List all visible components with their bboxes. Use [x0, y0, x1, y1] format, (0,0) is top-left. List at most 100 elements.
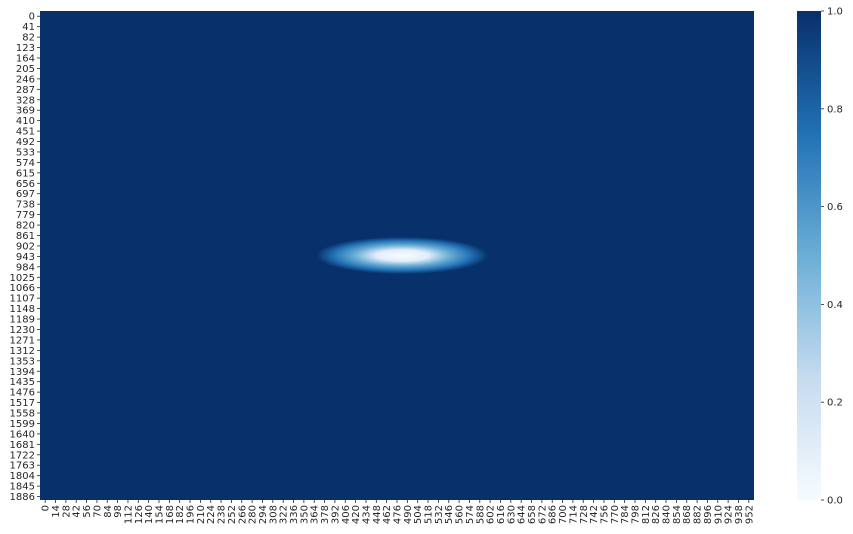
heatmap-dip [316, 236, 489, 275]
x-tick-label: 896 [703, 505, 714, 524]
y-tick-label: 779 [16, 210, 35, 221]
x-tick-label: 518 [424, 505, 435, 524]
x-tick-label: 322 [279, 505, 290, 524]
y-tick-label: 82 [22, 33, 35, 44]
colorbar: 0.0 0.2 0.4 0.6 0.8 1.0 [797, 7, 843, 507]
x-tick-label: 644 [517, 505, 528, 524]
x-tick-label: 126 [134, 505, 145, 524]
x-tick-label: 532 [434, 505, 445, 524]
x-tick-label: 490 [403, 505, 414, 524]
y-tick-label: 574 [16, 158, 35, 169]
x-tick-label: 910 [713, 505, 724, 524]
x-tick-label: 546 [444, 505, 455, 524]
y-tick-label: 1189 [10, 315, 35, 326]
x-tick-label: 420 [351, 505, 362, 524]
y-tick-label: 1599 [10, 419, 35, 430]
y-tick-label: 1025 [10, 273, 35, 284]
y-tick-label: 861 [16, 231, 35, 242]
y-tick-label: 1640 [10, 429, 35, 440]
x-tick-label: 168 [165, 505, 176, 524]
y-axis: 0418212316420524628732836941045149253357… [10, 12, 40, 503]
y-tick-label: 1886 [10, 492, 35, 503]
x-tick-label: 854 [672, 505, 683, 524]
colorbar-tick-label: 0.0 [827, 496, 843, 507]
y-tick-label: 656 [16, 179, 35, 190]
x-tick-label: 140 [144, 505, 155, 524]
x-tick-label: 784 [620, 505, 631, 524]
x-tick-label: 448 [372, 505, 383, 524]
y-tick-label: 1271 [10, 335, 35, 346]
x-tick-label: 280 [248, 505, 259, 524]
x-tick-label: 882 [693, 505, 704, 524]
y-tick-label: 1312 [10, 346, 35, 357]
colorbar-gradient [797, 11, 821, 500]
x-tick-label: 182 [175, 505, 186, 524]
x-tick-label: 924 [724, 505, 735, 524]
x-tick-label: 630 [506, 505, 517, 524]
y-tick-label: 1517 [10, 398, 35, 409]
y-tick-label: 123 [16, 43, 35, 54]
y-tick-label: 1558 [10, 409, 35, 420]
y-tick-label: 1681 [10, 440, 35, 451]
y-tick-label: 1476 [10, 388, 35, 399]
y-tick-label: 738 [16, 200, 35, 211]
x-tick-label: 700 [558, 505, 569, 524]
x-tick-label: 826 [651, 505, 662, 524]
x-tick-label: 434 [361, 505, 372, 524]
x-tick-label: 336 [289, 505, 300, 524]
x-tick-label: 952 [744, 505, 755, 524]
y-tick-label: 1107 [10, 294, 35, 305]
y-tick-label: 410 [16, 116, 35, 127]
x-tick-label: 616 [496, 505, 507, 524]
x-tick-label: 812 [641, 505, 652, 524]
x-tick-label: 938 [734, 505, 745, 524]
y-tick-label: 1230 [10, 325, 35, 336]
x-tick-label: 742 [589, 505, 600, 524]
x-tick-label: 770 [610, 505, 621, 524]
x-tick-label: 28 [61, 505, 72, 518]
y-tick-label: 1435 [10, 377, 35, 388]
colorbar-tick-label: 1.0 [827, 7, 843, 18]
x-tick-label: 252 [227, 505, 238, 524]
x-tick-label: 14 [51, 505, 62, 518]
y-tick-label: 246 [16, 74, 35, 85]
x-tick-label: 476 [393, 505, 404, 524]
y-tick-label: 1763 [10, 461, 35, 472]
x-tick-label: 756 [599, 505, 610, 524]
y-tick-label: 1148 [10, 304, 35, 315]
y-tick-label: 984 [16, 262, 35, 273]
y-tick-label: 164 [16, 53, 35, 64]
x-tick-label: 308 [268, 505, 279, 524]
x-tick-label: 504 [413, 505, 424, 524]
x-axis: 0 14 28 42 56 70 84 98 112 126 140 154 168 182 196 210 2… [41, 500, 755, 524]
x-tick-label: 56 [82, 505, 93, 518]
x-tick-label: 392 [330, 505, 341, 524]
x-tick-label: 42 [72, 505, 83, 518]
x-tick-label: 406 [341, 505, 352, 524]
x-tick-label: 238 [217, 505, 228, 524]
y-tick-label: 369 [16, 106, 35, 117]
x-tick-label: 112 [123, 505, 134, 524]
x-tick-label: 658 [527, 505, 538, 524]
plot-area [40, 11, 754, 500]
y-tick-label: 533 [16, 147, 35, 158]
x-tick-label: 686 [548, 505, 559, 524]
x-tick-label: 728 [579, 505, 590, 524]
x-tick-label: 462 [382, 505, 393, 524]
x-tick-label: 210 [196, 505, 207, 524]
x-tick-label: 602 [486, 505, 497, 524]
y-tick-label: 287 [16, 85, 35, 96]
y-tick-label: 697 [16, 189, 35, 200]
x-tick-label: 798 [631, 505, 642, 524]
y-tick-label: 1394 [10, 367, 35, 378]
y-tick-label: 205 [16, 64, 35, 75]
y-tick-label: 451 [16, 127, 35, 138]
x-tick-label: 672 [537, 505, 548, 524]
x-tick-label: 154 [155, 505, 166, 524]
y-tick-label: 902 [16, 241, 35, 252]
colorbar-tick-label: 0.6 [827, 202, 843, 213]
y-tick-label: 1066 [10, 283, 35, 294]
colorbar-tick-label: 0.2 [827, 398, 843, 409]
y-tick-label: 1845 [10, 482, 35, 493]
y-tick-label: 492 [16, 137, 35, 148]
